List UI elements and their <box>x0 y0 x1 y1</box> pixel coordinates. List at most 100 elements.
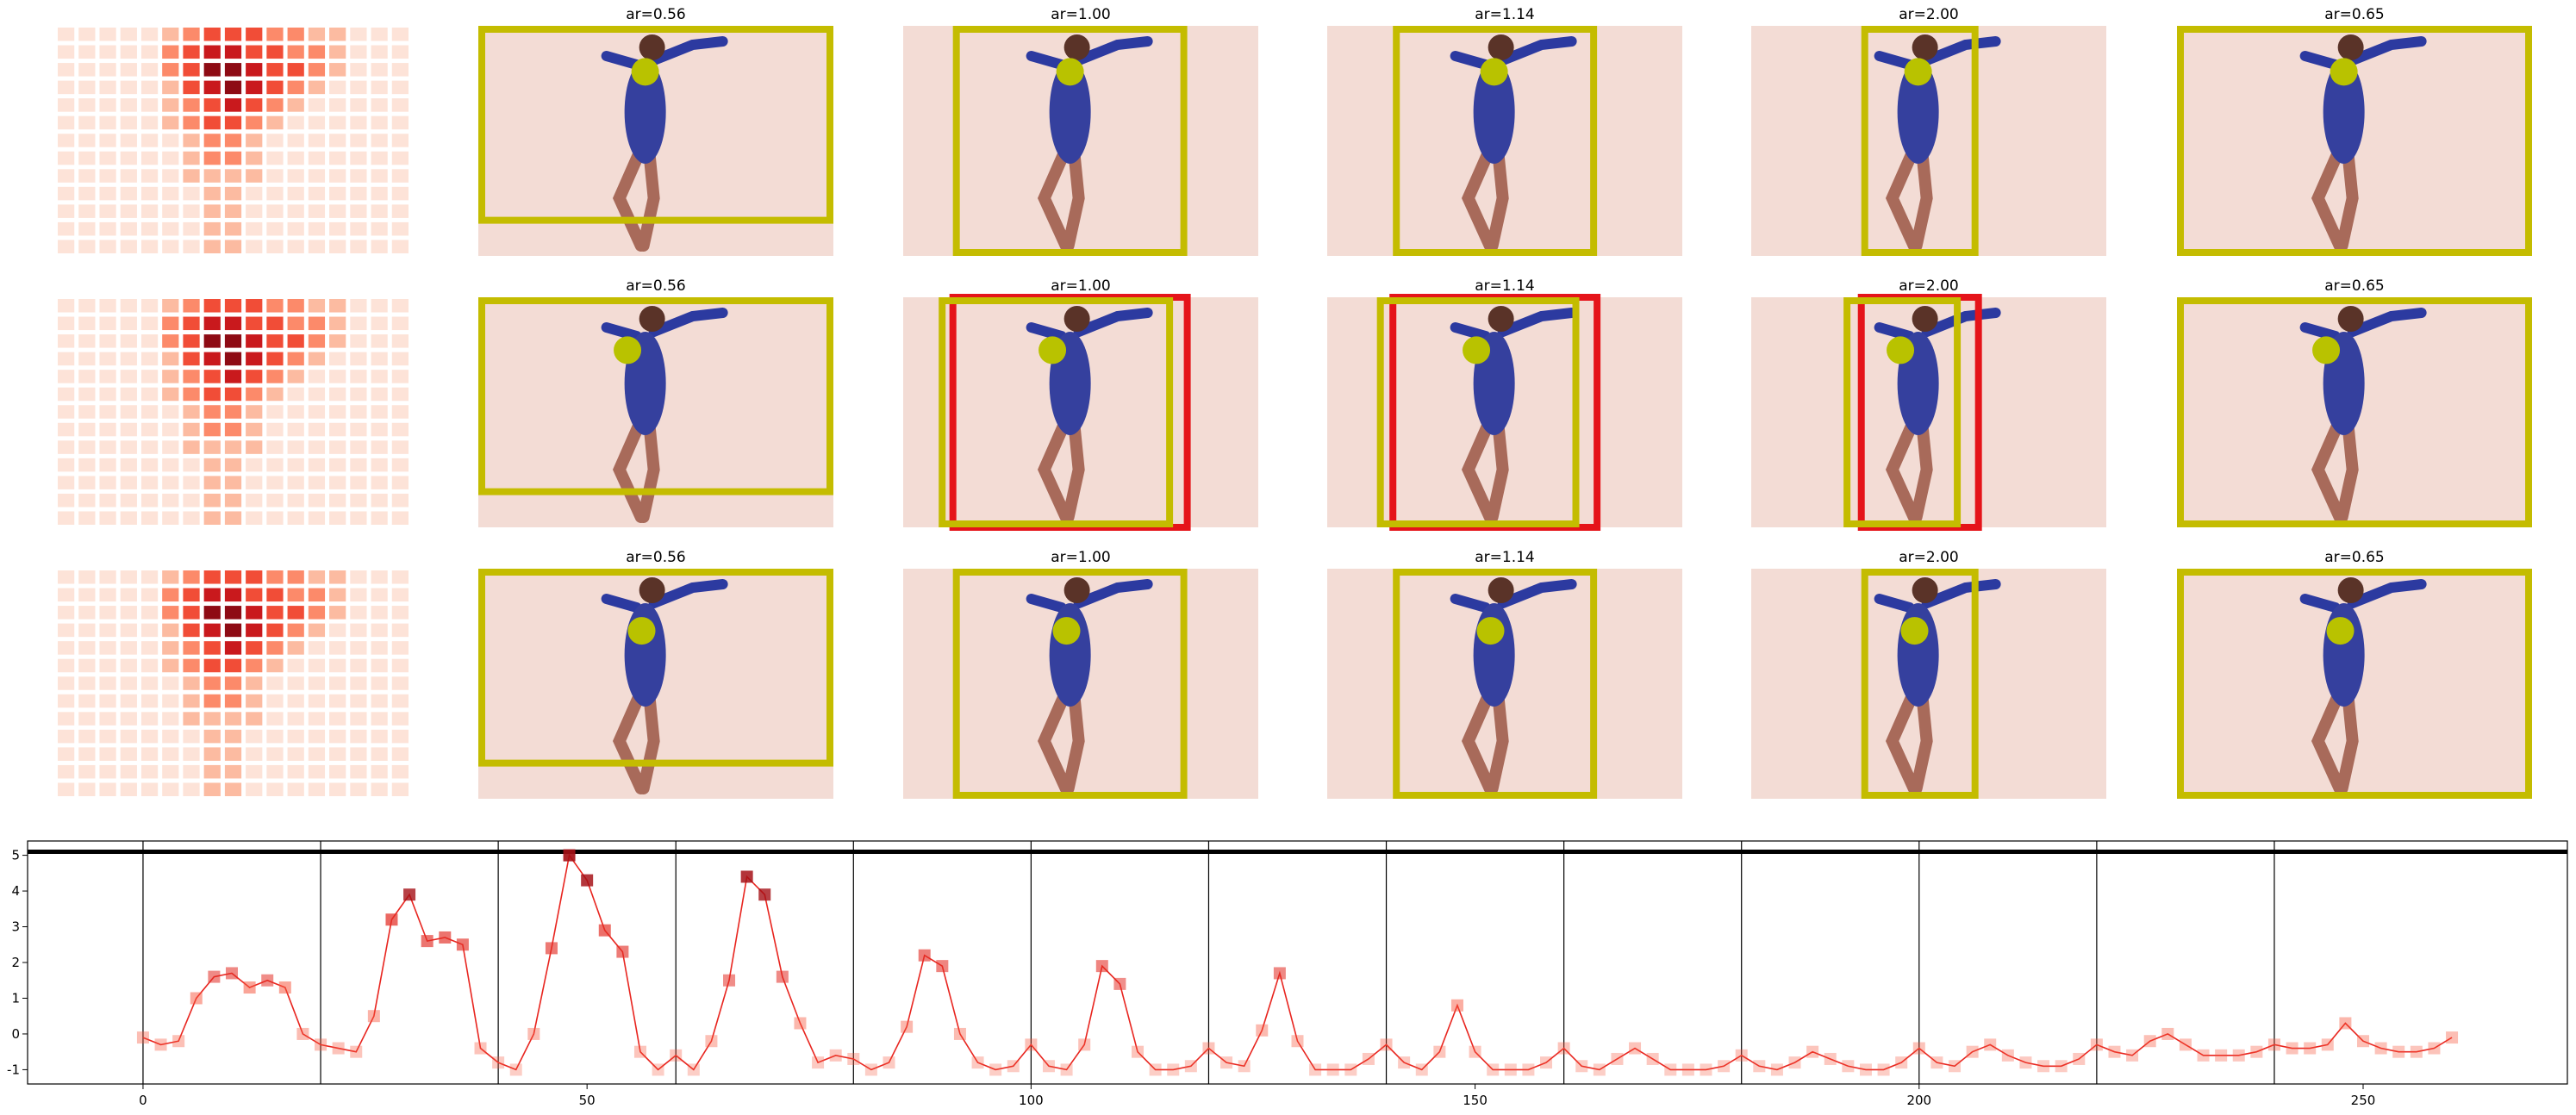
heatmap-cell <box>162 134 179 147</box>
heatmap-cell <box>140 387 159 402</box>
heatmap-cell <box>287 476 304 489</box>
heatmap-cell <box>140 115 159 130</box>
heatmap-cell <box>350 570 367 584</box>
heatmap-cell <box>99 240 116 253</box>
heatmap-cell <box>246 623 263 638</box>
heatmap-cell <box>308 221 326 236</box>
heatmap-cell <box>203 458 221 472</box>
heatmap-cell <box>391 747 409 761</box>
heatmap-cell <box>120 511 137 525</box>
heatmap-cell <box>78 115 96 130</box>
point-marker <box>2001 1049 2014 1062</box>
heatmap-cell <box>350 440 367 454</box>
heatmap-cell <box>329 440 346 454</box>
heatmap-cell <box>120 493 137 508</box>
heatmap-cell <box>78 186 96 201</box>
heatmap-cell <box>203 45 221 59</box>
heatmap-cell <box>266 440 284 454</box>
point-marker <box>315 1038 327 1051</box>
heatmap-cell <box>329 623 346 638</box>
heatmap-cell <box>246 729 263 744</box>
point-marker <box>1415 1063 1428 1076</box>
heatmap-cell <box>203 658 221 673</box>
heatmap-cell <box>371 782 388 796</box>
heatmap-cell <box>140 658 159 673</box>
heatmap-cell <box>78 476 96 489</box>
heatmap-cell <box>308 316 326 331</box>
heatmap-cell <box>350 387 367 402</box>
heatmap-cell <box>99 186 116 201</box>
point-marker <box>421 935 433 948</box>
heatmap-cell <box>266 334 284 348</box>
heatmap-cell <box>99 511 116 525</box>
heatmap-cell <box>371 764 388 779</box>
heatmap-cell <box>162 658 179 673</box>
y-tick-label: -1 <box>7 1062 20 1077</box>
heatmap-cell <box>203 712 221 726</box>
heatmap-cell <box>203 80 221 95</box>
keypoint <box>1463 336 1491 364</box>
heatmap-cell <box>78 422 96 437</box>
image-panel <box>1751 26 2106 256</box>
heatmap-cell <box>183 476 200 489</box>
heatmap-cell <box>99 405 116 419</box>
heatmap-cell <box>391 782 409 796</box>
heatmap-cell <box>183 45 200 59</box>
point-marker <box>1433 1045 1446 1058</box>
heatmap-cell <box>58 169 75 183</box>
heatmap-cell <box>246 658 263 673</box>
heatmap-cell <box>183 405 200 419</box>
heatmap-cell <box>224 28 242 41</box>
heatmap-cell <box>99 80 116 95</box>
heatmap-cell <box>391 115 409 130</box>
heatmap-cell <box>287 98 304 112</box>
point-marker <box>1060 1063 1073 1076</box>
heatmap-cell <box>183 134 200 147</box>
yellow-box <box>478 569 833 767</box>
heatmap-cell <box>266 747 284 761</box>
heatmap-cell <box>391 370 409 383</box>
heatmap-cell <box>329 334 346 348</box>
heatmap-cell <box>183 63 200 77</box>
heatmap-cell <box>371 476 388 489</box>
point-marker <box>154 1038 167 1051</box>
heatmap-cell <box>391 570 409 584</box>
heatmap-cell <box>350 782 367 796</box>
point-marker <box>1557 1042 1570 1055</box>
heatmap-cell <box>329 186 346 201</box>
panel-title: ar=0.65 <box>2324 6 2385 23</box>
heatmap-cell <box>120 98 137 112</box>
heatmap-cell <box>78 440 96 454</box>
point-marker <box>1664 1063 1677 1076</box>
heatmap-cell <box>203 676 221 690</box>
heatmap-cell <box>371 606 388 620</box>
heatmap-cell <box>350 606 367 620</box>
heatmap-cell <box>78 45 96 59</box>
heatmap-cell <box>224 299 242 313</box>
heatmap-cell <box>224 694 242 708</box>
heatmap-cell <box>308 729 326 744</box>
heatmap-cell <box>308 169 326 183</box>
point-marker <box>1273 967 1286 980</box>
heatmap-cell <box>140 405 159 419</box>
heatmap-cell <box>203 606 221 620</box>
heatmap-cell <box>183 782 200 796</box>
heatmap-cell <box>99 422 116 437</box>
heatmap-cell <box>287 204 304 218</box>
gymnast-arms <box>1874 308 2001 341</box>
point-marker <box>989 1063 1002 1076</box>
heatmap-cell <box>287 370 304 383</box>
heatmap-cell <box>203 151 221 165</box>
heatmap-cell <box>391 676 409 690</box>
heatmap-cell <box>183 422 200 437</box>
heatmap-cell <box>246 676 263 690</box>
heatmap-cell <box>329 405 346 419</box>
heatmap-cell <box>162 334 179 348</box>
heatmap-cell <box>203 729 221 744</box>
heatmap-cell <box>266 98 284 112</box>
heatmap-cell <box>224 45 242 59</box>
point-marker <box>1132 1045 1145 1058</box>
point-marker <box>1806 1045 1819 1058</box>
point-marker <box>2321 1038 2334 1051</box>
heatmap-cell <box>183 458 200 472</box>
